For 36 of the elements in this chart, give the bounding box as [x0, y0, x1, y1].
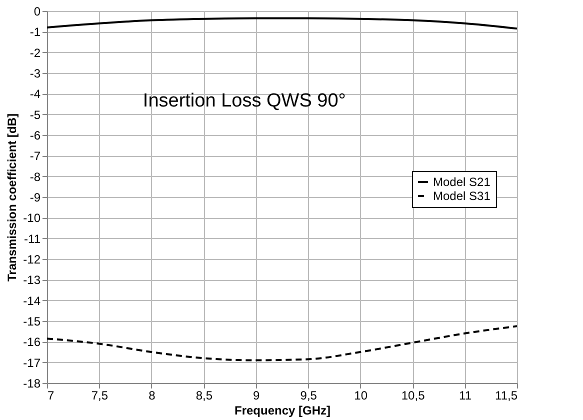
x-tick-label: 10: [354, 388, 368, 402]
y-tick-label: -5: [30, 108, 41, 122]
y-tick-label: -13: [23, 273, 41, 288]
annotation: Insertion Loss QWS 90°: [142, 90, 346, 112]
x-tick-label: 8,5: [196, 388, 213, 402]
y-tick-label: -11: [24, 232, 41, 246]
legend-label: Model S21: [433, 174, 491, 189]
y-tick-label: -8: [30, 170, 41, 184]
line-series: [46, 325, 518, 362]
y-tick-label: -9: [30, 190, 41, 204]
y-tick-label: -7: [30, 149, 41, 164]
y-tick-label: -15: [23, 314, 41, 328]
x-tick-label: 11,5: [495, 388, 518, 402]
x-tick-label: 9,5: [300, 388, 318, 402]
y-tick-label: -3: [30, 66, 41, 80]
x-tick-label: 7: [48, 388, 54, 402]
y-tick-label: -14: [23, 294, 41, 308]
y-tick-label: -2: [30, 46, 41, 60]
y-tick-label: -12: [23, 252, 41, 266]
x-axis-title: Frequency [GHz]: [234, 404, 331, 418]
y-tick-label: -4: [30, 87, 41, 102]
y-tick-label: -1: [30, 25, 41, 40]
y-axis-title: Transmission coefficient [dB]: [5, 113, 20, 282]
x-tick-label: 11: [459, 388, 472, 402]
y-tick-label: -17: [23, 356, 41, 370]
x-tick-label: 9: [253, 388, 260, 402]
y-tick-label: -16: [23, 335, 41, 350]
x-tick-label: 10,5: [401, 388, 426, 402]
legend-label: Model S31: [433, 188, 491, 203]
x-tick-label: 7,5: [91, 388, 108, 402]
line-series: [46, 17, 518, 30]
y-tick-label: 0: [34, 4, 41, 18]
y-tick-label: -6: [30, 128, 41, 142]
y-tick-label: -10: [23, 211, 41, 226]
y-tick-label: -18: [23, 376, 41, 390]
x-tick-label: 8: [148, 388, 156, 402]
